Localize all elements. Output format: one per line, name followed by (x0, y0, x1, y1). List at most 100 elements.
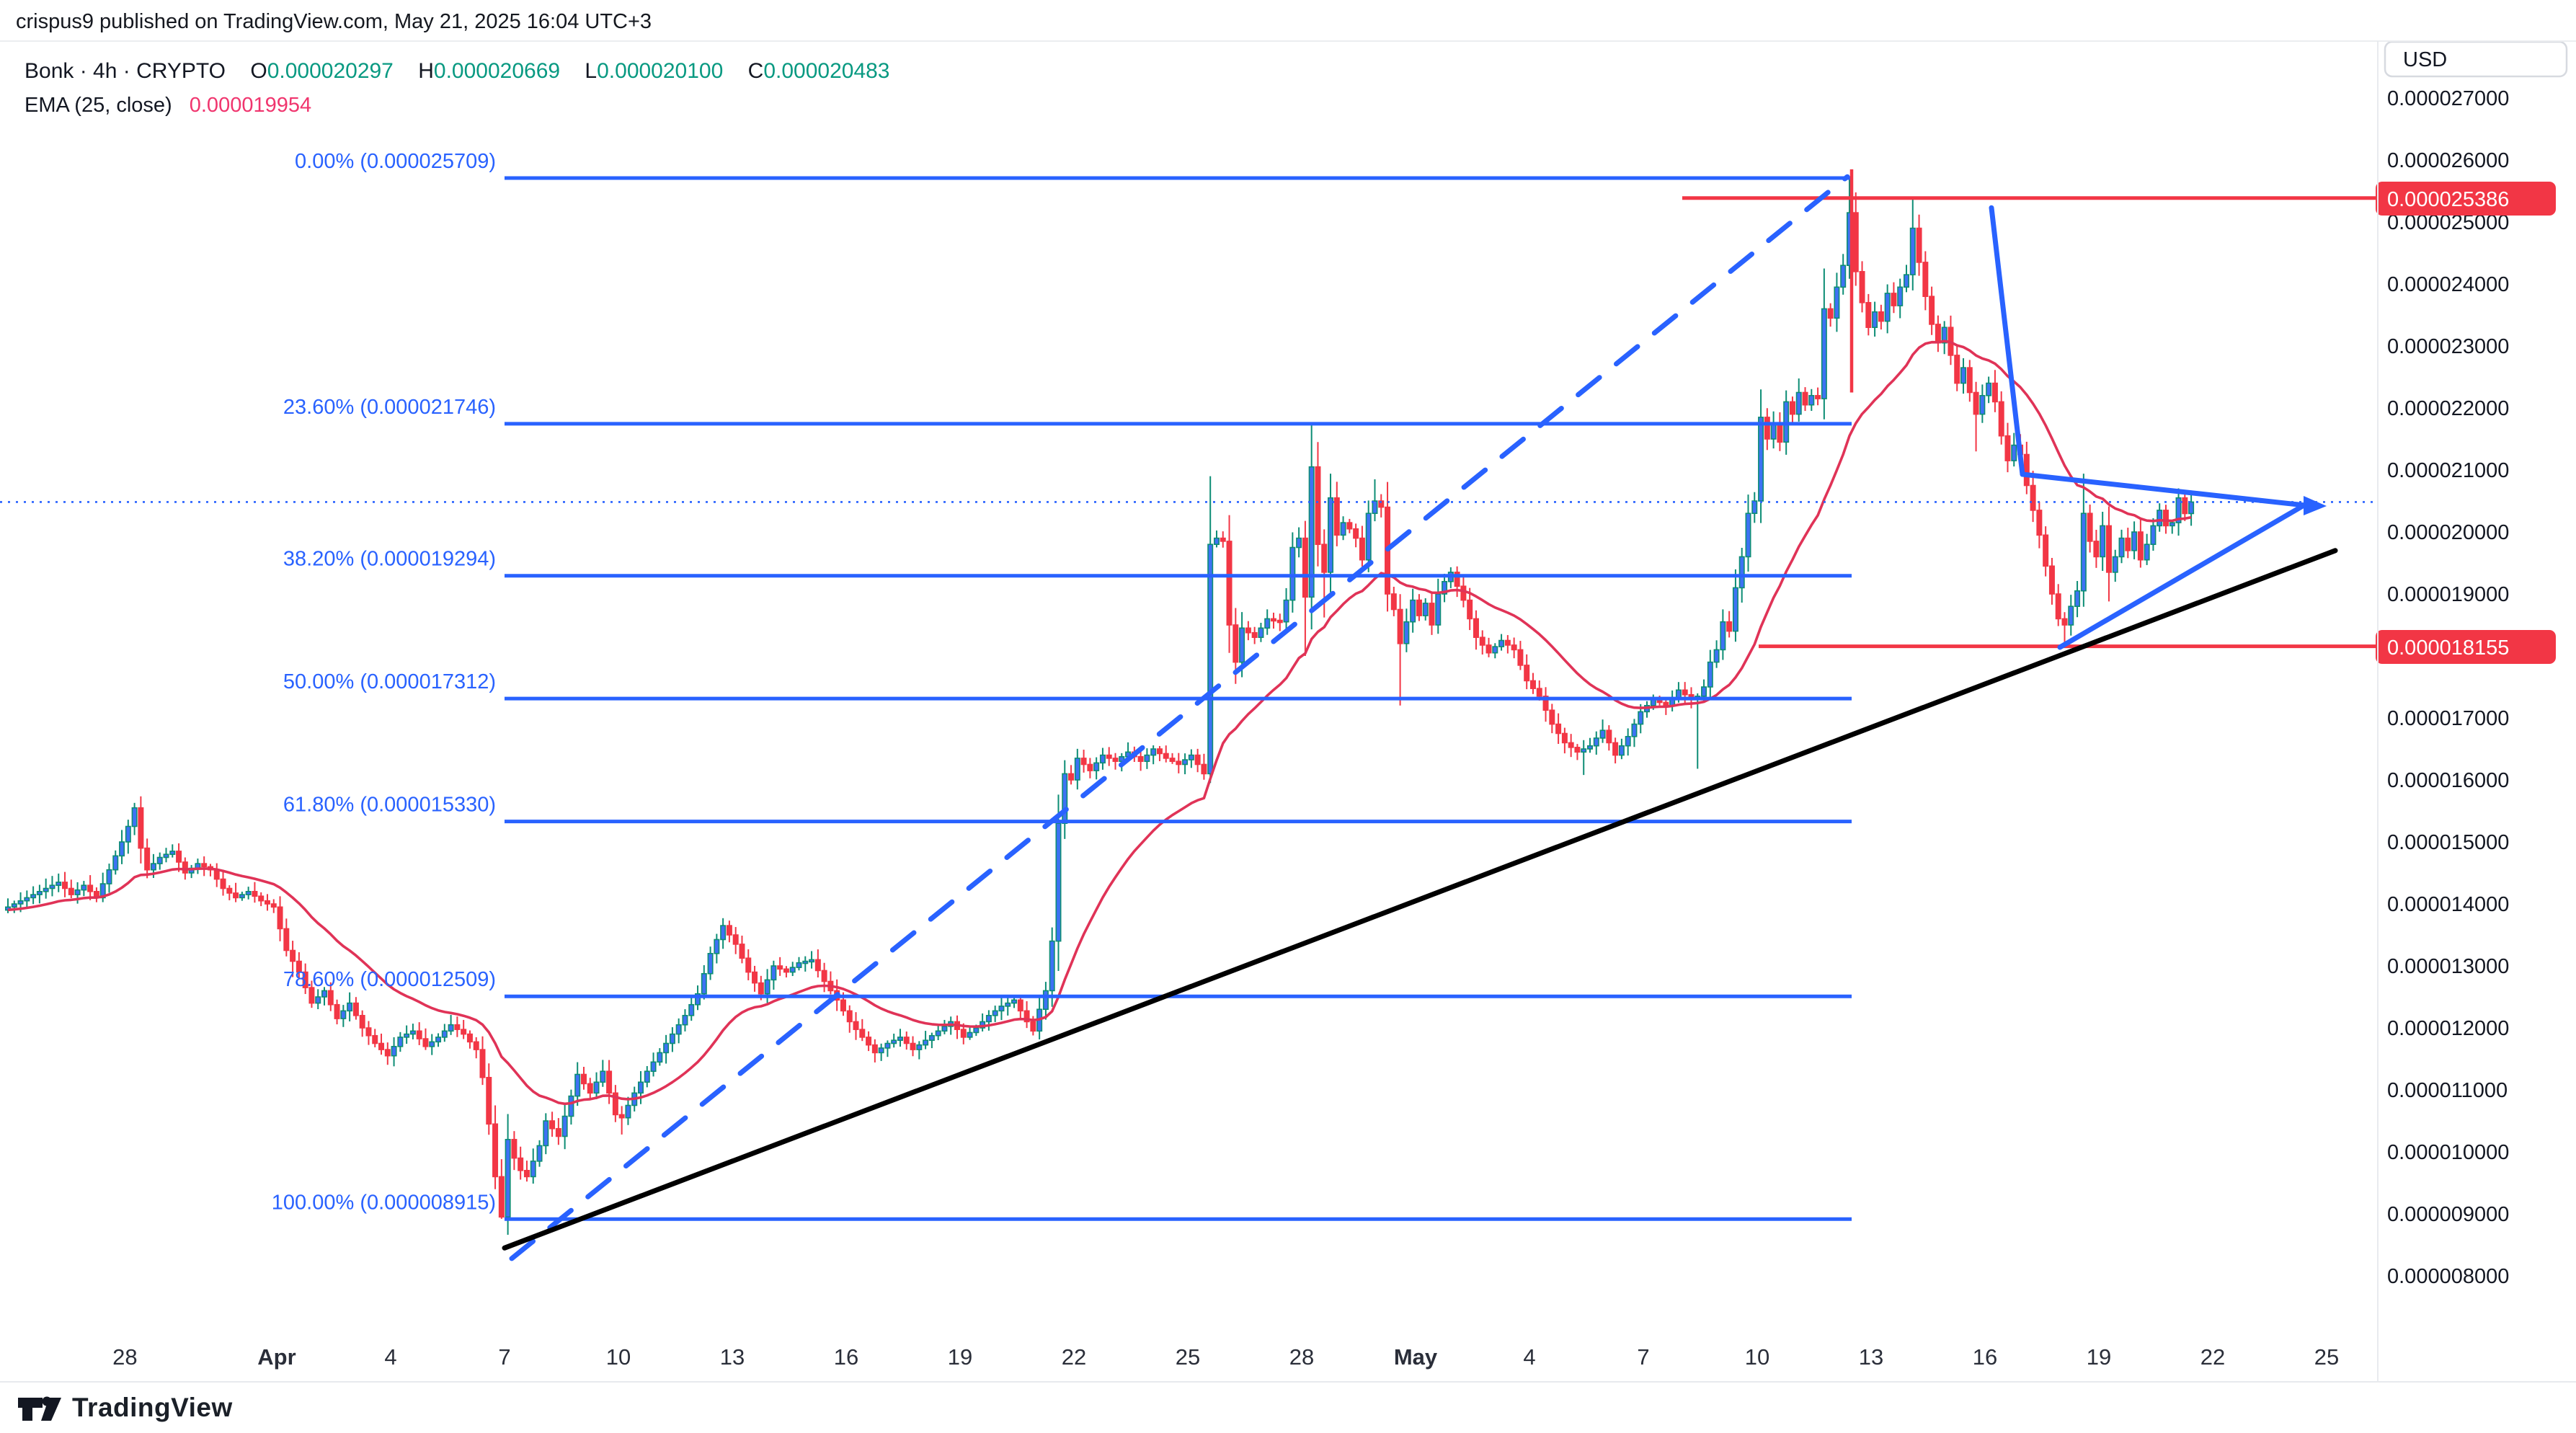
candle (347, 1002, 353, 1012)
candle (17, 900, 24, 905)
publish-attribution: crispus9 published on TradingView.com, M… (16, 10, 652, 33)
candle (1403, 621, 1410, 644)
candle (2055, 593, 2061, 620)
candle (884, 1042, 891, 1049)
candle (49, 884, 55, 889)
candle (916, 1044, 923, 1050)
candle (2080, 513, 2087, 592)
candle (612, 1092, 618, 1116)
candle (1023, 1010, 1030, 1023)
ema-legend[interactable]: EMA (25, close) 0.000019954 (25, 94, 311, 117)
price-tick: 0.000010000 (2387, 1141, 2509, 1164)
tradingview-logo[interactable]: TradingView (17, 1391, 233, 1424)
candle (891, 1039, 897, 1044)
candle (568, 1095, 574, 1117)
currency-chip[interactable]: USD (2384, 40, 2568, 78)
candle (1511, 644, 1517, 651)
candle (593, 1081, 600, 1094)
axes[interactable]: 0.0000270000.0000260000.0000250000.00002… (112, 87, 2509, 1370)
time-tick-22: 22 (1062, 1344, 1086, 1370)
candle (258, 895, 265, 902)
main-uptrend-black[interactable] (502, 548, 2338, 1251)
dashed-uptrend[interactable] (509, 174, 1850, 1261)
candle (1631, 723, 1638, 737)
triangle-lower[interactable] (2057, 502, 2308, 650)
fibonacci-retracement[interactable]: 0.00% (0.000025709) 23.60% (0.000021746) 3… (272, 150, 1852, 1221)
candle (2112, 556, 2118, 573)
candle (2188, 501, 2195, 515)
candle (1587, 745, 1594, 750)
candle (1815, 394, 1821, 399)
candle (637, 1081, 644, 1094)
candle (1353, 528, 1359, 539)
ema-curve (7, 340, 2192, 1106)
price-axis-divider (2377, 41, 2379, 1382)
candle (518, 1157, 524, 1171)
candle (1986, 382, 1992, 396)
time-tick-16: 16 (1973, 1344, 1997, 1370)
candle (1574, 747, 1581, 753)
candle (1498, 639, 1505, 647)
candle (277, 906, 283, 930)
candle (1188, 754, 1194, 760)
candle (657, 1052, 663, 1063)
candle (840, 999, 846, 1012)
close-key: C (747, 59, 764, 83)
candle (2068, 605, 2074, 626)
candle (650, 1061, 657, 1073)
candle (1328, 497, 1334, 573)
candle (1827, 308, 1834, 319)
candle (739, 944, 745, 959)
trendline-drawings[interactable] (0, 169, 2376, 1261)
candle (720, 925, 727, 941)
candle (1429, 603, 1435, 626)
candle (688, 1003, 695, 1016)
candle (1929, 296, 1935, 325)
candle (789, 967, 796, 973)
candle (498, 1176, 505, 1218)
price-tick: 0.000021000 (2387, 459, 2509, 482)
candle (644, 1070, 650, 1083)
candle (461, 1029, 467, 1035)
candle (1802, 391, 1808, 406)
candle (1891, 293, 1897, 306)
price-tick: 0.000008000 (2387, 1265, 2509, 1288)
candle (1062, 773, 1068, 825)
candle (1251, 631, 1258, 638)
candle (1713, 649, 1720, 663)
candle (1542, 696, 1549, 711)
candle (1220, 537, 1226, 542)
candle (1517, 649, 1524, 666)
candle (1726, 621, 1733, 632)
symbol-legend[interactable]: Bonk · 4h · CRYPTO O0.000020297 H0.00002… (25, 59, 890, 84)
candle (1909, 227, 1916, 275)
candle (290, 949, 296, 962)
candle (2023, 453, 2030, 487)
price-tick: 0.000014000 (2387, 893, 2509, 916)
candle (1954, 355, 1960, 384)
candle (62, 882, 68, 889)
candle (1055, 822, 1062, 942)
candle (1276, 619, 1283, 624)
candle (283, 928, 290, 951)
candle (669, 1033, 675, 1044)
candle (416, 1030, 422, 1039)
candle (682, 1015, 688, 1026)
triangle-upper[interactable] (2020, 471, 2308, 508)
time-tick-May: May (1394, 1344, 1438, 1370)
candle (536, 1145, 543, 1162)
candle (1504, 639, 1511, 646)
candle (1099, 754, 1106, 764)
time-tick-28: 28 (112, 1344, 137, 1370)
candle (960, 1029, 967, 1038)
fib-label-50.00%: 50.00% (0.000017312) (283, 670, 496, 693)
candle (1005, 1002, 1011, 1007)
candle (1529, 680, 1536, 689)
candle (1473, 618, 1479, 639)
candle (1479, 636, 1485, 646)
candle (1390, 593, 1397, 611)
breakdown-steep[interactable] (1989, 205, 2025, 477)
candle (1289, 546, 1296, 601)
candle (429, 1041, 435, 1047)
